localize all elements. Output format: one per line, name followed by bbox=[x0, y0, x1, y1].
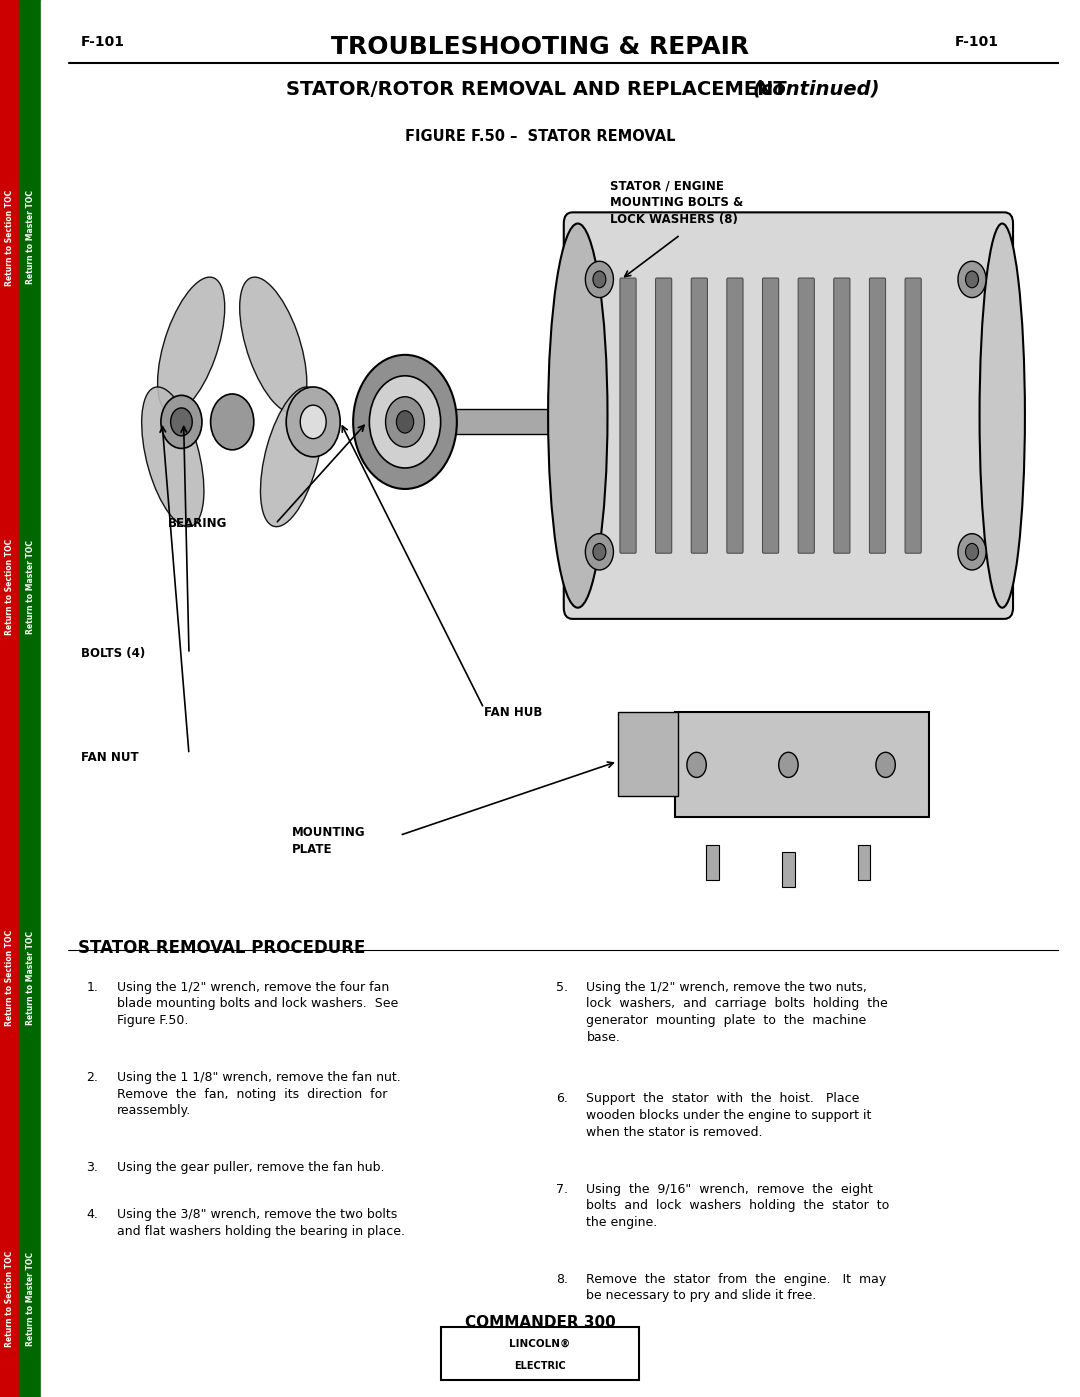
FancyBboxPatch shape bbox=[383, 409, 583, 434]
Circle shape bbox=[966, 271, 978, 288]
Circle shape bbox=[211, 394, 254, 450]
Circle shape bbox=[353, 355, 457, 489]
Text: MOUNTING
PLATE: MOUNTING PLATE bbox=[292, 826, 365, 856]
Text: TROUBLESHOOTING & REPAIR: TROUBLESHOOTING & REPAIR bbox=[330, 35, 750, 59]
Bar bbox=[41, 0, 67, 1397]
FancyBboxPatch shape bbox=[691, 278, 707, 553]
FancyBboxPatch shape bbox=[564, 212, 1013, 619]
FancyBboxPatch shape bbox=[656, 278, 672, 553]
Text: LINCOLN®: LINCOLN® bbox=[510, 1338, 570, 1350]
FancyBboxPatch shape bbox=[762, 278, 779, 553]
Circle shape bbox=[687, 752, 706, 777]
FancyBboxPatch shape bbox=[834, 278, 850, 553]
FancyBboxPatch shape bbox=[905, 278, 921, 553]
Text: Using the 1/2" wrench, remove the two nuts,
lock  washers,  and  carriage  bolts: Using the 1/2" wrench, remove the two nu… bbox=[586, 981, 888, 1044]
Circle shape bbox=[593, 543, 606, 560]
FancyBboxPatch shape bbox=[869, 278, 886, 553]
Text: (continued): (continued) bbox=[753, 80, 880, 99]
Circle shape bbox=[966, 543, 978, 560]
Text: Return to Section TOC: Return to Section TOC bbox=[5, 1252, 14, 1347]
FancyBboxPatch shape bbox=[620, 278, 636, 553]
Ellipse shape bbox=[158, 277, 225, 414]
Text: ELECTRIC: ELECTRIC bbox=[514, 1361, 566, 1372]
Text: 3.: 3. bbox=[86, 1161, 98, 1173]
Circle shape bbox=[396, 411, 414, 433]
Text: F-101: F-101 bbox=[955, 35, 999, 49]
Text: Return to Section TOC: Return to Section TOC bbox=[5, 930, 14, 1025]
Bar bbox=[19, 0, 41, 1397]
FancyBboxPatch shape bbox=[798, 278, 814, 553]
Text: BEARING: BEARING bbox=[167, 517, 227, 531]
Circle shape bbox=[585, 534, 613, 570]
Ellipse shape bbox=[980, 224, 1025, 608]
Text: Using the 1 1/8" wrench, remove the fan nut.
Remove  the  fan,  noting  its  dir: Using the 1 1/8" wrench, remove the fan … bbox=[117, 1070, 401, 1118]
Ellipse shape bbox=[141, 387, 204, 527]
Ellipse shape bbox=[260, 387, 323, 527]
Text: Return to Master TOC: Return to Master TOC bbox=[26, 190, 35, 285]
Text: STATOR / ENGINE
MOUNTING BOLTS &
LOCK WASHERS (8): STATOR / ENGINE MOUNTING BOLTS & LOCK WA… bbox=[610, 180, 743, 225]
Circle shape bbox=[369, 376, 441, 468]
Text: STATOR REMOVAL PROCEDURE: STATOR REMOVAL PROCEDURE bbox=[78, 939, 365, 957]
Text: FAN HUB: FAN HUB bbox=[484, 705, 542, 719]
Circle shape bbox=[161, 395, 202, 448]
Circle shape bbox=[593, 271, 606, 288]
Text: 2.: 2. bbox=[86, 1070, 98, 1084]
Text: STATOR/ROTOR REMOVAL AND REPLACEMENT: STATOR/ROTOR REMOVAL AND REPLACEMENT bbox=[286, 80, 794, 99]
Text: 6.: 6. bbox=[556, 1092, 568, 1105]
Circle shape bbox=[171, 408, 192, 436]
FancyBboxPatch shape bbox=[858, 845, 870, 880]
FancyBboxPatch shape bbox=[675, 712, 929, 817]
Text: Return to Section TOC: Return to Section TOC bbox=[5, 190, 14, 285]
Circle shape bbox=[876, 752, 895, 777]
Text: Return to Section TOC: Return to Section TOC bbox=[5, 539, 14, 634]
Text: Return to Master TOC: Return to Master TOC bbox=[26, 539, 35, 634]
FancyBboxPatch shape bbox=[706, 845, 719, 880]
Text: Using the 1/2" wrench, remove the four fan
blade mounting bolts and lock washers: Using the 1/2" wrench, remove the four f… bbox=[117, 981, 397, 1027]
Text: Support  the  stator  with  the  hoist.   Place
wooden blocks under the engine t: Support the stator with the hoist. Place… bbox=[586, 1092, 872, 1139]
FancyBboxPatch shape bbox=[727, 278, 743, 553]
Text: 5.: 5. bbox=[556, 981, 568, 993]
Circle shape bbox=[585, 261, 613, 298]
Circle shape bbox=[300, 405, 326, 439]
Text: COMMANDER 300: COMMANDER 300 bbox=[464, 1316, 616, 1330]
Text: F-101: F-101 bbox=[81, 35, 125, 49]
Text: BOLTS (4): BOLTS (4) bbox=[81, 647, 145, 661]
Text: Remove  the  stator  from  the  engine.   It  may
be necessary to pry and slide : Remove the stator from the engine. It ma… bbox=[586, 1273, 887, 1302]
Text: Using the gear puller, remove the fan hub.: Using the gear puller, remove the fan hu… bbox=[117, 1161, 384, 1173]
Text: 4.: 4. bbox=[86, 1207, 98, 1221]
Text: 1.: 1. bbox=[86, 981, 98, 993]
Text: FIGURE F.50 –  STATOR REMOVAL: FIGURE F.50 – STATOR REMOVAL bbox=[405, 129, 675, 144]
Text: Return to Master TOC: Return to Master TOC bbox=[26, 930, 35, 1025]
Text: FAN NUT: FAN NUT bbox=[81, 750, 138, 764]
Circle shape bbox=[958, 261, 986, 298]
Circle shape bbox=[286, 387, 340, 457]
Text: Return to Master TOC: Return to Master TOC bbox=[26, 1252, 35, 1347]
FancyBboxPatch shape bbox=[782, 852, 795, 887]
FancyBboxPatch shape bbox=[441, 1327, 639, 1380]
Ellipse shape bbox=[549, 224, 608, 608]
Text: 7.: 7. bbox=[556, 1182, 568, 1196]
Text: Using  the  9/16"  wrench,  remove  the  eight
bolts  and  lock  washers  holdin: Using the 9/16" wrench, remove the eight… bbox=[586, 1182, 890, 1229]
Ellipse shape bbox=[240, 277, 307, 414]
Circle shape bbox=[386, 397, 424, 447]
Text: Using the 3/8" wrench, remove the two bolts
and flat washers holding the bearing: Using the 3/8" wrench, remove the two bo… bbox=[117, 1207, 405, 1238]
Circle shape bbox=[958, 534, 986, 570]
Bar bbox=[0, 0, 19, 1397]
Circle shape bbox=[779, 752, 798, 777]
FancyBboxPatch shape bbox=[618, 712, 678, 796]
Text: 8.: 8. bbox=[556, 1273, 568, 1285]
